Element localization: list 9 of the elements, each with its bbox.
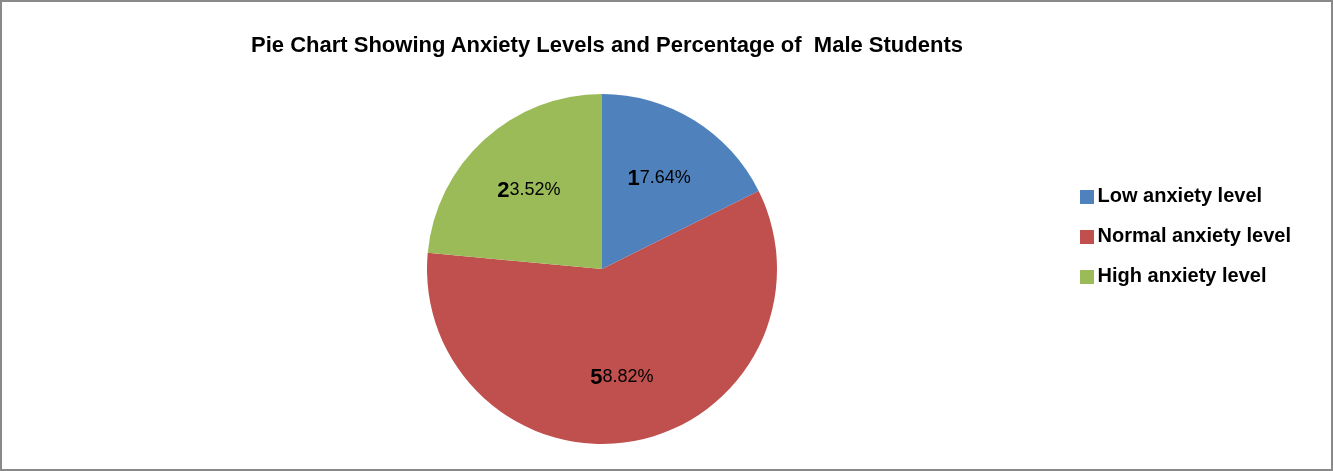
chart-title: Pie Chart Showing Anxiety Levels and Percentage of Male Students xyxy=(250,32,964,58)
data-label: 17.64% xyxy=(627,164,691,190)
legend-label: High anxiety level xyxy=(1097,263,1267,286)
legend-label: Normal anxiety level xyxy=(1097,223,1291,246)
pie-slice xyxy=(427,94,602,269)
data-label: 23.52% xyxy=(497,176,561,202)
data-label: 58.82% xyxy=(590,363,654,389)
legend-label: Low anxiety level xyxy=(1097,183,1263,206)
pie-slice xyxy=(602,94,759,269)
